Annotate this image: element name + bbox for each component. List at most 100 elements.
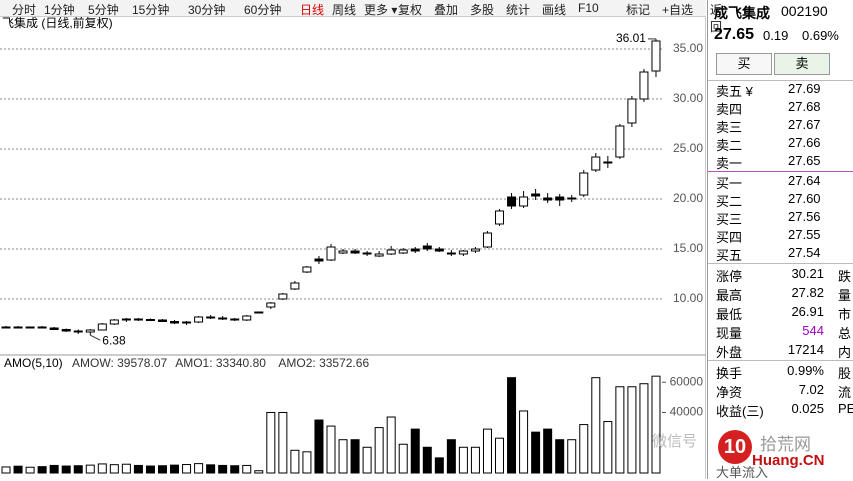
volume-bar <box>230 465 240 474</box>
tool-button[interactable]: +自选 <box>662 3 694 17</box>
candle-body <box>157 319 167 322</box>
sell-button[interactable]: 卖 <box>774 53 830 75</box>
volume-bar <box>434 457 444 474</box>
volume-bar <box>145 465 155 474</box>
volume-bar <box>278 411 288 474</box>
volume-bar <box>61 465 71 474</box>
tool-button[interactable]: 返回 <box>710 3 723 34</box>
volume-bar <box>495 437 505 474</box>
stat-value: 7.02 <box>798 382 824 397</box>
candle-body <box>121 318 131 321</box>
volume-bar <box>133 464 143 474</box>
y-tick-label: 35.00 <box>673 41 703 55</box>
candle-body <box>482 232 492 248</box>
volume-bar <box>422 446 432 474</box>
change: 0.19 <box>763 28 789 43</box>
order-label: 卖二 <box>716 138 743 153</box>
order-price: 27.66 <box>788 135 821 150</box>
stat-value: 27.82 <box>791 285 824 300</box>
tool-button[interactable]: 多股 <box>470 3 495 17</box>
stat-label: 最高 <box>716 288 743 303</box>
price: 27.65 <box>714 26 755 43</box>
order-label: 卖四 <box>716 102 743 117</box>
stock-code: 002190 <box>781 3 828 19</box>
divider <box>708 360 853 361</box>
stat-label: 内 <box>838 345 852 360</box>
tab[interactable]: 周线 <box>332 3 357 17</box>
tab[interactable]: 1分钟 <box>44 3 75 17</box>
volume-bar <box>242 464 252 474</box>
tool-button[interactable]: 标记 <box>626 3 651 17</box>
order-label: 买三 <box>716 212 743 227</box>
tab[interactable]: 30分钟 <box>188 3 226 17</box>
order-label: 买二 <box>716 194 743 209</box>
tool-button[interactable]: 画线 <box>542 3 567 17</box>
tab[interactable]: 60分钟 <box>244 3 282 17</box>
tool-button[interactable]: 叠加 <box>434 3 459 17</box>
stat-value: 544 <box>802 323 824 338</box>
candle-body <box>350 250 360 254</box>
volume-bar <box>37 466 47 474</box>
candle-body <box>314 258 324 262</box>
stat-label: 净资 <box>716 385 743 400</box>
order-label: 卖一 <box>716 156 743 171</box>
indicator-value: AMOW: 39578.07 <box>72 356 167 370</box>
buy-button[interactable]: 买 <box>716 53 772 75</box>
toolbar: 分时 1分钟 5分钟 15分钟 30分钟 60分钟 日线 周线 更多 ▾ 复权 叠加 多股 统计 画线 F1… <box>0 0 722 34</box>
watermark: Huang.CN <box>752 452 825 469</box>
flow-label: 大单流入 <box>716 465 769 480</box>
volume-bar <box>446 439 456 474</box>
candle-body <box>206 316 216 319</box>
tab[interactable]: 分时 <box>12 3 37 17</box>
candle-body <box>25 326 35 329</box>
volume-bar <box>338 439 348 474</box>
stat-label: 现量 <box>716 326 743 341</box>
order-price: 27.60 <box>788 191 821 206</box>
volume-bar <box>206 464 216 474</box>
candle-body <box>145 319 155 321</box>
candle-body <box>374 253 384 257</box>
divider <box>708 263 853 264</box>
volume-bar <box>398 443 408 474</box>
candle-body <box>470 248 480 252</box>
candle-body <box>266 302 276 308</box>
volume-bar <box>543 428 553 474</box>
volume-bar <box>531 431 541 474</box>
tab[interactable]: 15分钟 <box>132 3 170 17</box>
change-pct: 0.69% <box>802 28 839 43</box>
candle-body <box>603 161 613 164</box>
tab[interactable]: 5分钟 <box>88 3 119 17</box>
candle-body <box>218 317 228 320</box>
tab[interactable]: 更多 ▾ <box>364 3 398 17</box>
stat-label: 涨停 <box>716 269 743 284</box>
stat-label: 外盘 <box>716 345 743 360</box>
candle-body <box>1 326 11 329</box>
candle-body <box>398 249 408 254</box>
y-tick-label: 25.00 <box>673 141 703 155</box>
tool-button[interactable]: 复权 <box>398 3 423 17</box>
stat-value: 17214 <box>787 342 824 357</box>
candle-body <box>194 316 204 323</box>
order-label: 买一 <box>716 176 743 191</box>
order-label: 买五 <box>716 248 743 263</box>
stat-label: 量 <box>838 288 852 303</box>
tool-button[interactable]: 统计 <box>506 3 531 17</box>
volume-bar <box>579 424 589 474</box>
order-price: 27.69 <box>788 81 821 96</box>
volume-bar <box>266 411 276 474</box>
candle-body <box>651 40 661 72</box>
watermark: 拾荒网 <box>760 435 811 454</box>
indicator-value: AMO2: 33572.66 <box>278 356 369 370</box>
tab[interactable]: 日线 <box>300 3 325 17</box>
tool-button[interactable]: F10 <box>578 1 599 15</box>
indicator-title: AMO(5,10) <box>4 356 63 370</box>
candle-body <box>73 330 83 333</box>
watermark: 微信号 <box>652 433 698 450</box>
candle-body <box>519 196 529 207</box>
divider <box>708 80 853 81</box>
y-tick-label: 20.00 <box>673 191 703 205</box>
volume-bar <box>170 464 180 474</box>
annotation-line <box>90 334 101 341</box>
volume-bar <box>639 383 649 474</box>
volume-bar <box>290 449 300 474</box>
